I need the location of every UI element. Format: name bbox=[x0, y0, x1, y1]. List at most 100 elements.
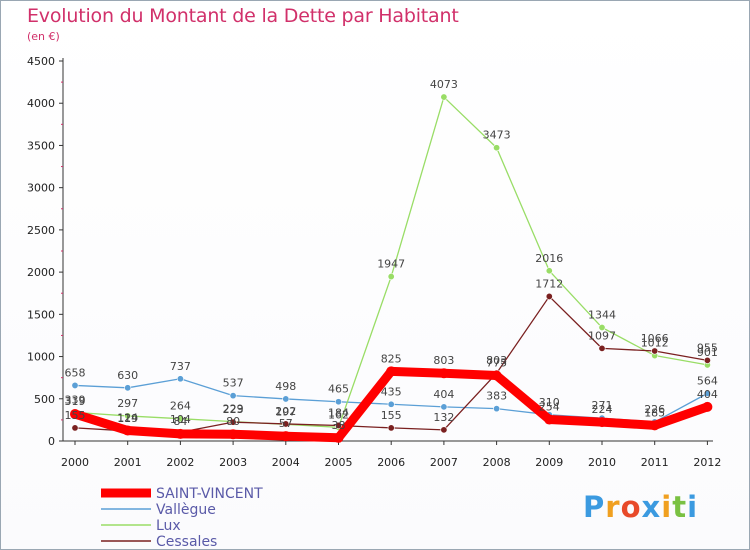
data-point bbox=[229, 418, 237, 426]
logo-letter: t bbox=[672, 490, 688, 524]
y-tick-label: 1500 bbox=[27, 308, 55, 321]
x-tick-label: 2000 bbox=[61, 456, 89, 469]
data-label: 775 bbox=[486, 357, 507, 370]
data-point bbox=[493, 405, 501, 413]
y-tick-label: 4000 bbox=[27, 97, 55, 110]
data-point bbox=[334, 398, 342, 406]
x-tick-label: 2007 bbox=[430, 456, 458, 469]
data-label: 404 bbox=[697, 388, 718, 401]
data-label: 630 bbox=[117, 369, 138, 382]
legend-label: Lux bbox=[156, 518, 181, 534]
data-point bbox=[440, 426, 448, 434]
data-point bbox=[229, 392, 237, 400]
data-point bbox=[71, 424, 79, 432]
data-label: 537 bbox=[223, 377, 244, 390]
data-point bbox=[440, 403, 448, 411]
data-label: 1012 bbox=[641, 337, 669, 350]
data-point bbox=[387, 273, 395, 281]
x-tick-label: 2001 bbox=[114, 456, 142, 469]
data-label: 104 bbox=[170, 413, 191, 426]
data-label: 254 bbox=[539, 401, 560, 414]
data-point bbox=[491, 370, 502, 381]
data-label: 404 bbox=[433, 388, 454, 401]
data-label: 383 bbox=[486, 390, 507, 403]
data-point bbox=[703, 356, 711, 364]
data-label: 202 bbox=[275, 405, 296, 418]
chart-subtitle: (en €) bbox=[27, 30, 60, 43]
data-label: 803 bbox=[433, 354, 454, 367]
data-point bbox=[702, 401, 713, 412]
legend-label: Cessales bbox=[156, 534, 217, 549]
data-label: 1712 bbox=[535, 277, 563, 290]
data-point bbox=[282, 420, 290, 428]
data-point bbox=[597, 417, 607, 428]
data-label: 498 bbox=[275, 380, 296, 393]
data-label: 310 bbox=[539, 396, 560, 409]
data-label: 155 bbox=[381, 409, 402, 422]
data-point bbox=[651, 347, 659, 355]
data-point bbox=[440, 93, 448, 101]
data-point bbox=[124, 384, 132, 392]
data-label: 80 bbox=[226, 415, 240, 428]
data-point bbox=[544, 414, 555, 425]
data-label: 339 bbox=[65, 393, 86, 406]
data-label: 224 bbox=[592, 403, 613, 416]
data-label: 3473 bbox=[483, 129, 511, 142]
logo-letter: r bbox=[605, 490, 621, 524]
logo-letter: o bbox=[620, 490, 642, 524]
data-label: 2016 bbox=[535, 252, 563, 265]
data-label: 658 bbox=[65, 366, 86, 379]
data-label: 465 bbox=[328, 383, 349, 396]
logo-letter: i bbox=[661, 490, 673, 524]
data-point bbox=[176, 375, 184, 383]
chart-title: Evolution du Montant de la Dette par Hab… bbox=[27, 5, 459, 27]
data-point bbox=[122, 425, 133, 436]
data-label: 162 bbox=[328, 408, 349, 421]
data-label: 1344 bbox=[588, 309, 616, 322]
x-tick-label: 2012 bbox=[693, 456, 721, 469]
data-label: 803 bbox=[486, 354, 507, 367]
x-tick-label: 2011 bbox=[641, 456, 669, 469]
data-point bbox=[386, 366, 397, 377]
data-label: 435 bbox=[381, 385, 402, 398]
logo-letter: x bbox=[641, 490, 662, 524]
data-label: 737 bbox=[170, 360, 191, 373]
data-point bbox=[175, 428, 186, 439]
data-label: 955 bbox=[697, 341, 718, 354]
y-tick-label: 4500 bbox=[27, 55, 55, 68]
data-label: 84 bbox=[173, 415, 187, 428]
data-label: 825 bbox=[381, 352, 402, 365]
data-label: 901 bbox=[697, 346, 718, 359]
x-tick-label: 2009 bbox=[535, 456, 563, 469]
data-point bbox=[280, 431, 291, 442]
data-label: 229 bbox=[223, 403, 244, 416]
data-label: 185 bbox=[644, 406, 665, 419]
data-label: 197 bbox=[275, 405, 296, 418]
proxiti-logo: Proxiti bbox=[583, 490, 698, 524]
data-label: 564 bbox=[697, 374, 718, 387]
data-label: 132 bbox=[433, 411, 454, 424]
data-label: 1097 bbox=[588, 329, 616, 342]
data-label: 119 bbox=[117, 412, 138, 425]
data-label: 223 bbox=[223, 403, 244, 416]
data-label: 38 bbox=[332, 419, 346, 432]
data-point bbox=[334, 421, 342, 429]
x-tick-label: 2006 bbox=[377, 456, 405, 469]
data-point bbox=[438, 368, 449, 379]
data-label: 319 bbox=[65, 395, 86, 408]
data-label: 264 bbox=[170, 400, 191, 413]
data-point bbox=[703, 389, 711, 397]
data-point bbox=[649, 420, 660, 431]
data-point bbox=[176, 415, 184, 423]
x-tick-label: 2005 bbox=[325, 456, 353, 469]
data-label: 1947 bbox=[377, 258, 405, 271]
y-tick-label: 1000 bbox=[27, 351, 55, 364]
data-label: 271 bbox=[592, 399, 613, 412]
x-tick-label: 2003 bbox=[219, 456, 247, 469]
logo-letter: i bbox=[687, 490, 699, 524]
data-label: 226 bbox=[644, 403, 665, 416]
y-tick-label: 500 bbox=[34, 393, 55, 406]
y-tick-label: 3500 bbox=[27, 139, 55, 152]
data-label: 1066 bbox=[641, 332, 669, 345]
